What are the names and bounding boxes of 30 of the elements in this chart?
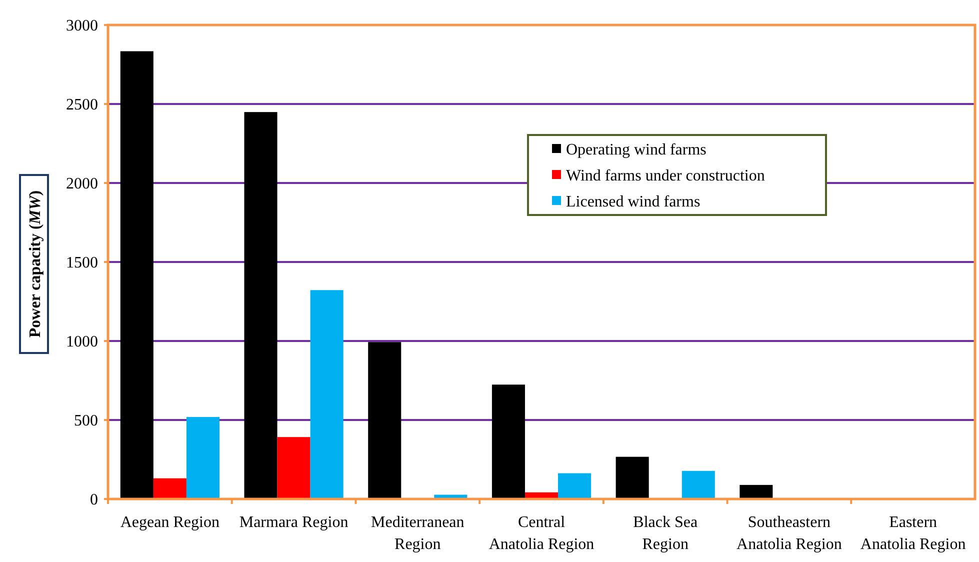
y-tick-label: 1000 (66, 334, 98, 351)
x-tick-label: Mediterranean Region (371, 514, 464, 553)
bar (277, 437, 310, 499)
y-tick-label: 0 (90, 492, 98, 509)
y-tick-label: 1500 (66, 254, 98, 272)
bar (120, 51, 154, 499)
bar (244, 112, 278, 499)
bar (368, 342, 402, 499)
bar (186, 417, 220, 499)
x-tick-label: Eastern Anatolia Region (860, 514, 966, 553)
x-tick-label: Southeastern Anatolia Region (736, 514, 842, 553)
y-tick-label: 2500 (66, 96, 98, 114)
bar (492, 384, 525, 499)
x-tick-label: Black Sea Region (633, 514, 698, 553)
x-tick-label: Central Anatolia Region (488, 514, 594, 553)
bar (153, 478, 186, 499)
x-tick-label: Aegean Region (120, 514, 220, 531)
x-tick-label: Marmara Region (239, 514, 348, 531)
legend-label: Operating wind farms (566, 142, 706, 159)
bar (616, 456, 649, 499)
bar (682, 470, 715, 499)
bar (740, 484, 773, 499)
legend-label: Wind farms under construction (566, 168, 765, 185)
y-tick-label: 2000 (66, 176, 98, 193)
bar (558, 473, 592, 499)
bar (310, 290, 344, 499)
y-tick-label: 3000 (66, 18, 98, 35)
legend-label: Licensed wind farms (566, 194, 700, 211)
y-axis-title: Power capacity (MW) (27, 190, 44, 338)
y-tick-label: 500 (74, 412, 98, 430)
